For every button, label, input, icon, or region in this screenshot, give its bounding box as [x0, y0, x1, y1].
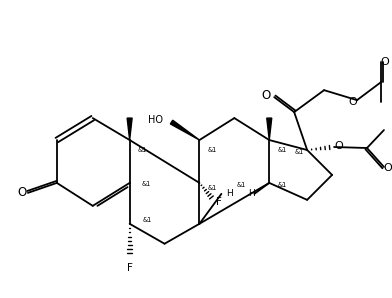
Polygon shape [171, 120, 200, 140]
Text: &1: &1 [142, 181, 151, 187]
Text: O: O [17, 186, 27, 199]
Text: F: F [216, 197, 222, 207]
Text: &1: &1 [143, 217, 152, 223]
Polygon shape [267, 118, 272, 140]
Text: &1: &1 [237, 182, 246, 188]
Text: O: O [381, 57, 389, 67]
Text: HO: HO [147, 115, 163, 125]
Text: O: O [335, 141, 343, 151]
Text: &1: &1 [208, 185, 217, 191]
Text: F: F [127, 263, 132, 273]
Polygon shape [127, 118, 132, 140]
Text: O: O [383, 163, 392, 173]
Text: H: H [248, 189, 255, 198]
Text: &1: &1 [278, 147, 287, 153]
Text: &1: &1 [208, 147, 217, 153]
Text: &1: &1 [138, 147, 147, 153]
Text: H: H [226, 189, 233, 198]
Text: O: O [348, 97, 358, 107]
Text: &1: &1 [294, 149, 304, 155]
Text: &1: &1 [278, 182, 287, 188]
Text: O: O [261, 89, 271, 102]
